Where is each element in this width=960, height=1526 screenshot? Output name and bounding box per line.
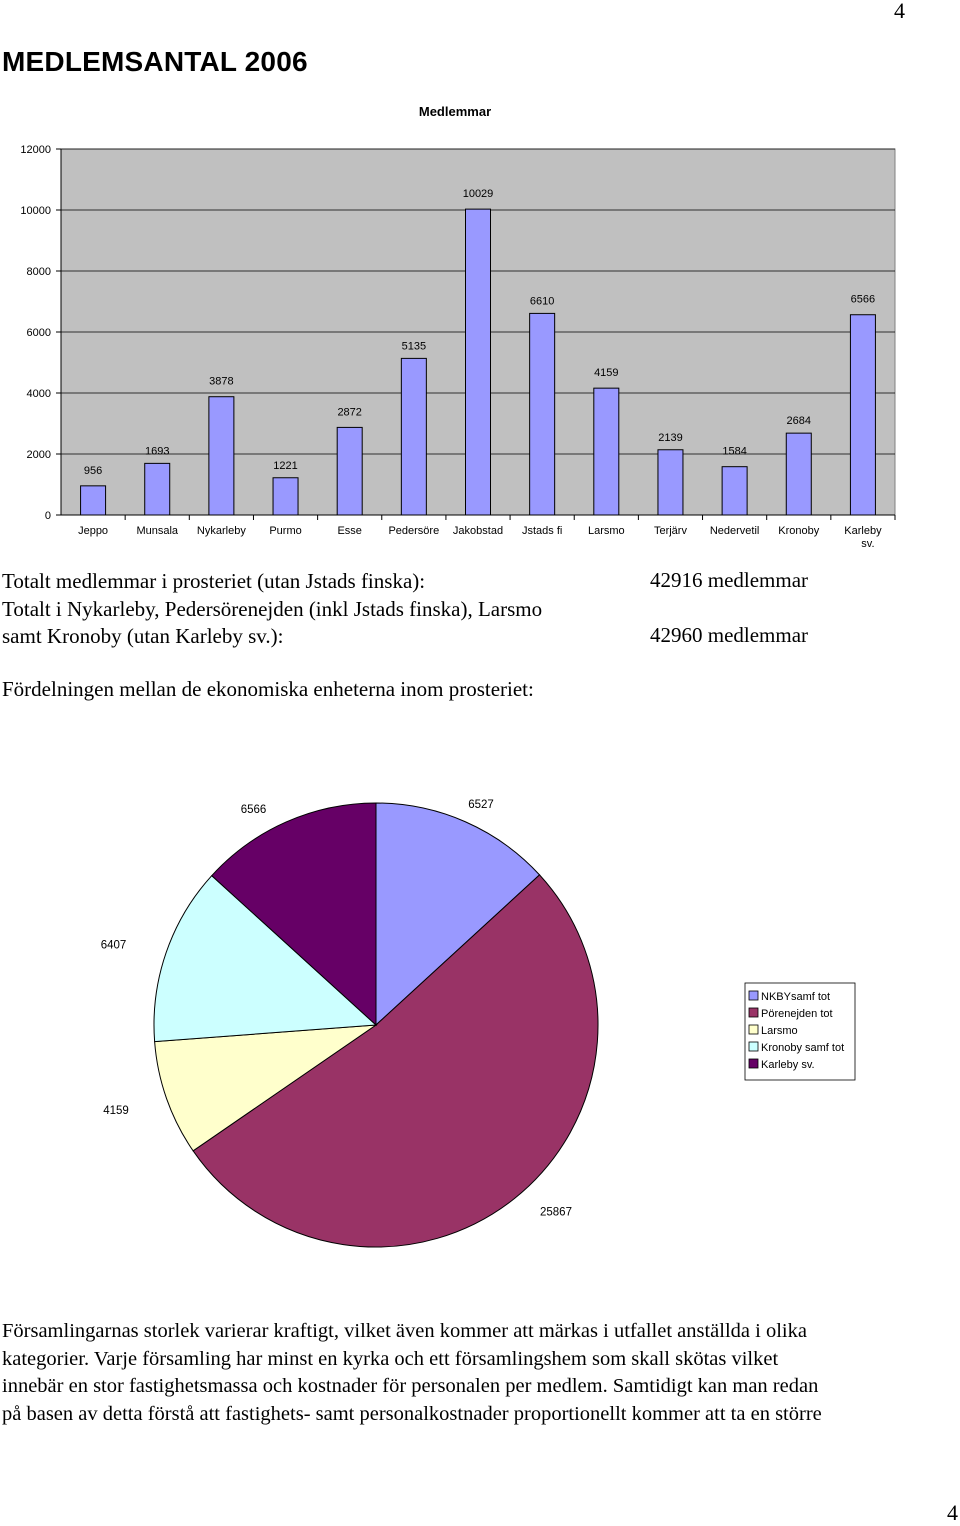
- x-tick-label: Jakobstad: [453, 525, 503, 537]
- x-tick-label: Esse: [337, 525, 361, 537]
- x-tick-label: Karleby: [844, 525, 882, 537]
- pie-slice: [154, 1024, 378, 1152]
- body-paragraph: Församlingarnas storlek varierar kraftig…: [2, 1318, 960, 1428]
- bar: [465, 208, 491, 516]
- bar: [529, 312, 556, 516]
- x-tick-label: Nykarleby: [197, 525, 246, 537]
- pie-slice: [375, 802, 541, 1027]
- bar: [208, 396, 235, 516]
- y-tick-label: 12000: [20, 144, 51, 156]
- summary-line-3: samt Kronoby (utan Karleby sv.):: [2, 624, 284, 648]
- data-label: 3878: [209, 376, 233, 388]
- legend-label: Larsmo: [761, 1025, 798, 1037]
- legend-swatch: [748, 1007, 759, 1018]
- data-label: 1584: [722, 446, 746, 458]
- bar-chart: Medlemmar 0 2000 4000 6000 8000 10000 12000 956 J…: [20, 104, 896, 550]
- x-tick-label: Larsmo: [588, 525, 625, 537]
- x-tick-label: Kronoby: [778, 525, 819, 537]
- x-tick-label: Jstads fi: [522, 525, 562, 537]
- pie-slice: [153, 874, 378, 1043]
- legend-label: Karleby sv.: [761, 1059, 815, 1071]
- data-label: 6610: [530, 295, 554, 307]
- bar: [593, 387, 620, 516]
- slice-label: 6566: [241, 804, 267, 816]
- x-tick-label: Munsala: [136, 525, 178, 537]
- pie-chart: 6527 25867 4159 6407 6566 NKBYsamf tot Pörenej…: [101, 799, 856, 1248]
- bar: [272, 477, 299, 516]
- data-label: 6566: [851, 294, 875, 306]
- data-label: 1693: [145, 445, 169, 457]
- summary-labels: Totalt medlemmar i prosteriet (utan Jsta…: [2, 568, 642, 651]
- x-tick-label: Terjärv: [654, 525, 688, 537]
- legend-label: NKBYsamf tot: [761, 991, 830, 1003]
- x-tick-label: sv.: [861, 538, 874, 550]
- page-number-bottom: 4: [947, 1500, 958, 1525]
- chart-title: Medlemmar: [419, 104, 491, 119]
- bar: [849, 314, 876, 516]
- paragraph-line: på basen av detta förstå att fastighets-…: [2, 1402, 822, 1425]
- bar: [721, 466, 748, 516]
- summary-value-1: 42916 medlemmar: [650, 568, 809, 592]
- data-label: 2684: [787, 415, 811, 427]
- legend-swatch: [748, 1024, 759, 1035]
- data-label: 956: [84, 465, 102, 477]
- bar: [785, 432, 812, 516]
- data-label: 5135: [402, 340, 426, 352]
- slice-label: 25867: [540, 1206, 572, 1218]
- data-label: 1221: [273, 460, 297, 472]
- x-tick-label: Nedervetil: [710, 525, 760, 537]
- paragraph-line: Församlingarnas storlek varierar kraftig…: [2, 1320, 807, 1342]
- y-tick-label: 4000: [27, 388, 51, 400]
- paragraph-line: innebär en stor fastighetsmassa och kost…: [2, 1375, 819, 1397]
- y-tick-label: 0: [45, 510, 51, 522]
- bar: [80, 485, 107, 516]
- y-tick-label: 10000: [20, 205, 51, 217]
- y-tick-label: 2000: [27, 449, 51, 461]
- paragraph-line: kategorier. Varje församling har minst e…: [2, 1347, 779, 1370]
- slice-label: 6407: [101, 940, 127, 952]
- legend-swatch: [748, 1058, 759, 1069]
- legend-box: [744, 982, 856, 1081]
- pie-slice: [211, 802, 377, 1027]
- page-title: MEDLEMSANTAL 2006: [2, 46, 308, 77]
- summary-value-2: 42960 medlemmar: [650, 623, 809, 647]
- legend-swatch: [748, 1041, 759, 1052]
- y-tick-label: 8000: [27, 266, 51, 278]
- slice-label: 4159: [103, 1105, 129, 1117]
- x-tick-label: Pedersöre: [388, 525, 439, 537]
- summary-line-1: Totalt medlemmar i prosteriet (utan Jsta…: [2, 569, 426, 593]
- bar: [144, 462, 171, 516]
- data-label: 4159: [594, 367, 618, 379]
- slice-label: 6527: [468, 799, 494, 811]
- bar: [657, 449, 684, 516]
- x-tick-label: Jeppo: [78, 525, 108, 537]
- bar: [336, 426, 363, 516]
- data-label: 2139: [658, 432, 682, 444]
- section-heading: Fördelningen mellan de ekonomiska enhete…: [2, 677, 534, 701]
- bar: [400, 357, 427, 516]
- pie-slice: [192, 874, 599, 1248]
- legend-swatch: [748, 990, 759, 1001]
- legend-label: Pörenejden tot: [761, 1008, 833, 1020]
- data-label: 2872: [337, 406, 361, 418]
- data-label: 10029: [463, 188, 494, 200]
- page-number-top: 4: [894, 0, 905, 23]
- y-tick-label: 6000: [27, 327, 51, 339]
- x-tick-label: Purmo: [269, 525, 301, 537]
- legend-label: Kronoby samf tot: [761, 1042, 844, 1054]
- summary-line-2: Totalt i Nykarleby, Pedersörenejden (ink…: [2, 596, 543, 621]
